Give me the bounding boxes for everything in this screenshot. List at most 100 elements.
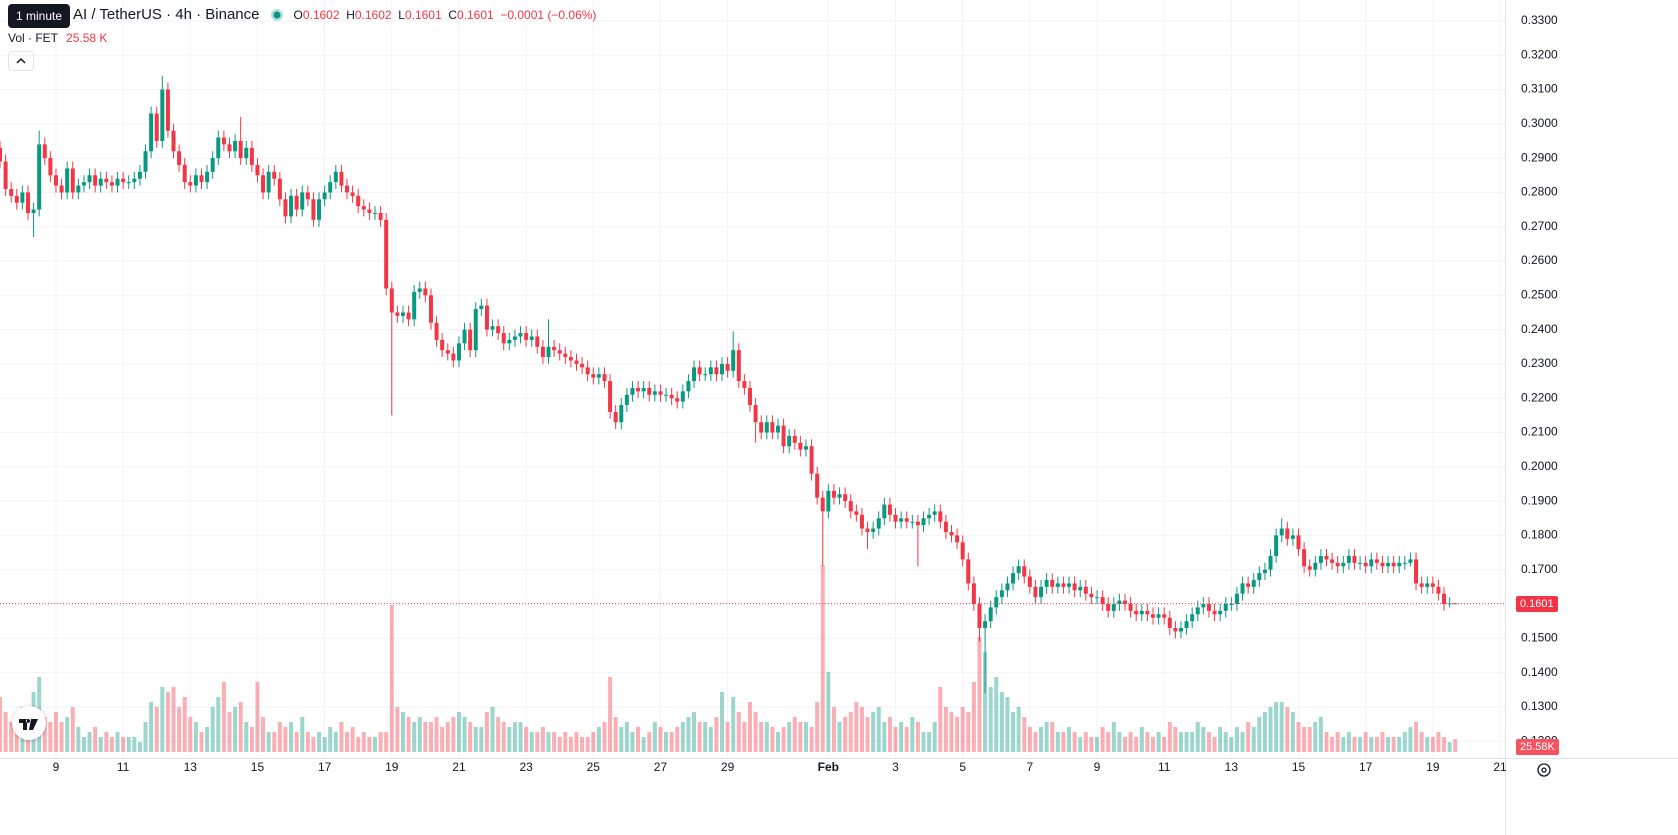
candle-body — [412, 291, 417, 320]
candle-body — [798, 442, 803, 450]
volume-bar — [568, 737, 573, 752]
candle-body — [496, 326, 501, 334]
volume-bar — [512, 722, 517, 752]
candle-body — [966, 559, 971, 584]
candle-body — [445, 350, 450, 354]
ohlc-letter: O — [293, 7, 303, 22]
volume-bar — [1145, 732, 1150, 752]
candle-body — [552, 346, 557, 351]
volume-bar — [1089, 737, 1094, 752]
volume-bar — [160, 687, 165, 752]
candle-body — [837, 494, 842, 498]
volume-bar — [1234, 727, 1239, 752]
volume-bar — [87, 732, 92, 752]
volume-bar — [759, 722, 764, 752]
volume-bar — [775, 732, 780, 752]
volume-bar — [350, 727, 355, 752]
volume-bar — [1106, 732, 1111, 752]
candle-body — [81, 182, 86, 186]
volume-bar — [456, 712, 461, 752]
candle-body — [233, 140, 238, 152]
candle-body — [283, 199, 288, 217]
logo[interactable] — [12, 706, 46, 740]
chevron-icon — [16, 57, 26, 64]
x-tick-label: 15 — [251, 760, 265, 774]
candle-body — [1206, 603, 1211, 611]
candle-body — [1134, 610, 1139, 615]
volume-bar — [1307, 727, 1312, 752]
candle-body — [820, 497, 825, 512]
candle-body — [764, 422, 769, 433]
volume-bar — [1430, 737, 1435, 752]
volume-bar — [345, 732, 350, 752]
volume-bar — [1206, 732, 1211, 752]
candle-body — [518, 333, 523, 337]
candle-body — [473, 309, 478, 351]
candle-body — [1128, 603, 1133, 611]
volume-bar — [48, 722, 53, 752]
volume-bar — [361, 732, 366, 752]
candle-body — [1044, 579, 1049, 587]
candle-body — [1111, 603, 1116, 611]
volume-bar — [42, 717, 47, 752]
candle-body — [507, 339, 512, 344]
volume-bar — [199, 732, 204, 752]
volume-bar — [317, 732, 322, 752]
volume-bar — [1425, 737, 1430, 752]
candle-body — [1016, 566, 1021, 574]
volume-bar — [882, 722, 887, 752]
candle-body — [1117, 600, 1122, 604]
volume-bar — [994, 677, 999, 752]
volume-bar — [770, 727, 775, 752]
x-tick-label: 27 — [654, 760, 668, 774]
candle-body — [188, 182, 193, 186]
ohlc-letter: L — [398, 7, 405, 22]
candle-body — [389, 288, 394, 313]
volume-bar — [1039, 727, 1044, 752]
settings-button[interactable] — [1534, 760, 1554, 780]
candle-body — [1341, 562, 1346, 567]
candle-body — [322, 192, 327, 200]
volume-bar — [843, 717, 848, 752]
candle-body — [76, 185, 81, 193]
volume-bar — [462, 717, 467, 752]
collapse-button[interactable] — [8, 51, 34, 71]
candle-body — [1257, 573, 1262, 580]
volume-bar — [831, 707, 836, 752]
volume-bar — [960, 707, 965, 752]
volume-bar — [1117, 732, 1122, 752]
volume-bar — [1363, 732, 1368, 752]
y-tick-label: 0.2600 — [1521, 253, 1558, 267]
volume-bar — [59, 722, 64, 752]
candle-body — [1335, 562, 1340, 567]
last-price-badge: 0.1601 — [1516, 595, 1558, 612]
candle-body — [328, 182, 333, 193]
candle-body — [367, 209, 372, 213]
symbol-title[interactable]: AI / TetherUS · 4h · Binance — [73, 6, 260, 23]
candle-body — [1184, 621, 1189, 629]
volume-bar — [725, 722, 730, 752]
candle-body — [440, 339, 445, 351]
candle-body — [1095, 597, 1100, 599]
volume-bar — [608, 677, 613, 752]
candle-body — [1352, 555, 1357, 563]
volume-bar — [1229, 737, 1234, 752]
volume-bar — [400, 712, 405, 752]
x-tick-label: 29 — [721, 760, 735, 774]
volume-bar — [893, 727, 898, 752]
candle-body — [1150, 614, 1155, 618]
volume-bar — [1358, 737, 1363, 752]
volume-bar — [971, 682, 976, 752]
candle-body — [529, 336, 534, 340]
candle-body — [70, 168, 75, 193]
volume-bar — [1027, 727, 1032, 752]
volume-bar — [384, 732, 389, 752]
y-tick-label: 0.1300 — [1521, 699, 1558, 713]
candle-body — [205, 171, 210, 183]
y-tick-label: 0.1400 — [1521, 665, 1558, 679]
volume-bar — [328, 727, 333, 752]
volume-bar — [1162, 737, 1167, 752]
volume-bar — [1374, 737, 1379, 752]
candle-body — [1039, 586, 1044, 598]
volume-bar — [938, 687, 943, 752]
